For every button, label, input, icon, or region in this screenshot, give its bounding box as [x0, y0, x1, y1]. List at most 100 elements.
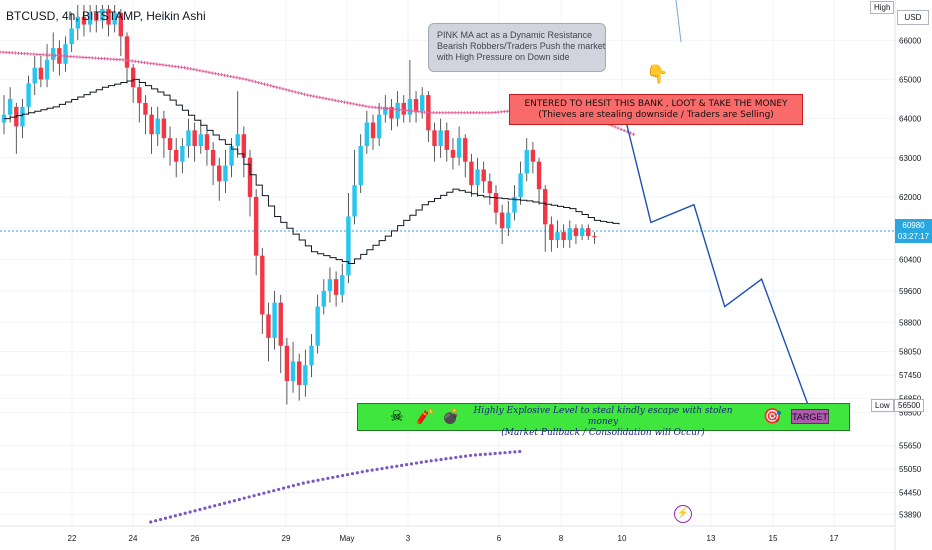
pink-ma-mark [262, 82, 267, 86]
pink-ma-mark [149, 61, 153, 65]
candle-body [100, 8, 105, 21]
skull-crossbones-icon: ☠ [390, 408, 404, 425]
pink-ma-mark [182, 66, 187, 70]
purple-ma-dot [478, 453, 482, 457]
pink-ma-mark [112, 57, 116, 61]
pink-ma-mark [481, 111, 485, 115]
purple-ma-dot [331, 475, 335, 480]
purple-ma-dot [459, 455, 463, 459]
pink-ma-mark [102, 57, 107, 61]
pink-ma-mark [146, 61, 150, 65]
candle-body [499, 212, 505, 229]
pink-ma-mark [23, 51, 27, 56]
purple-ma-dot [262, 491, 266, 495]
purple-ma-dot [518, 449, 522, 454]
lightning-icon[interactable]: ⚡ [674, 505, 692, 523]
pink-ma-mark [118, 58, 122, 62]
pink-ma-mark [475, 111, 479, 115]
candle-body [493, 193, 499, 213]
pink-ma-mark [373, 105, 377, 110]
purple-ma-dot [473, 453, 478, 457]
pink-ma-mark [410, 109, 414, 113]
pink-ma-mark [499, 110, 503, 114]
purple-ma-dot [149, 520, 153, 524]
target-box: ☠ 🧨 💣 Highly Explosive Level to steal ki… [357, 403, 850, 438]
pink-ma-mark [484, 111, 488, 115]
y-tick-label: 53890 [899, 511, 922, 520]
pink-ma-mark [330, 98, 334, 102]
pink-ma-mark [348, 101, 353, 105]
candle-body [358, 146, 363, 186]
pink-ma-mark [281, 87, 285, 91]
pink-ma-mark [385, 106, 390, 111]
pink-ma-mark [502, 109, 506, 114]
candle-body [420, 95, 425, 111]
pink-ma-mark [278, 86, 282, 90]
pink-ma-mark [462, 111, 466, 115]
purple-ma-dot [222, 501, 227, 505]
candle-body [346, 216, 351, 276]
pink-ma-mark [438, 111, 442, 115]
y-tick-label: 64000 [899, 115, 922, 124]
pink-ma-mark [302, 92, 307, 96]
pink-ma-mark [219, 73, 223, 77]
pink-ma-mark [269, 84, 273, 88]
purple-ma-dot [336, 474, 340, 479]
pink-ma-mark [69, 54, 73, 59]
pink-ma-mark [305, 93, 310, 97]
purple-ma-dot [277, 487, 281, 492]
pink-ma-mark [447, 111, 451, 115]
y-tick-label: 66000 [899, 36, 922, 45]
pink-ma-mark [106, 57, 110, 61]
chart-title: BTCUSD, 4h, BITSTAMP, Heikin Ashi [6, 9, 206, 23]
pink-ma-mark [29, 52, 33, 56]
candle-body [401, 102, 406, 115]
candle-body [456, 138, 462, 158]
pink-ma-mark [250, 79, 254, 83]
candle-body [20, 106, 25, 127]
pink-ma-mark [355, 102, 359, 107]
low-tag: Low [871, 399, 894, 412]
candle-body [512, 196, 517, 213]
pink-ma-mark [299, 91, 303, 96]
pink-ma-mark [256, 80, 260, 85]
pink-ma-mark [210, 71, 214, 75]
target-line-1: Highly Explosive Level to steal kindly e… [473, 406, 733, 427]
y-tick-label: 55050 [899, 465, 922, 474]
pink-ma-mark [364, 104, 368, 108]
pink-ma-mark [287, 88, 291, 92]
x-tick-label: 8 [559, 534, 564, 543]
candle-body [247, 157, 253, 197]
y-tick-label: 62000 [899, 193, 922, 202]
pink-ma-mark [471, 111, 476, 115]
last-price-tag: 60980 03:27:17 [895, 219, 932, 243]
purple-ma-dot [341, 473, 345, 478]
purple-ma-dot [439, 457, 443, 462]
purple-ma-dot [173, 514, 177, 518]
purple-ma-dot [434, 458, 438, 462]
candle-body [217, 165, 222, 182]
pink-ma-mark [275, 85, 279, 89]
purple-ma-dot [227, 500, 232, 504]
purple-ma-dot [454, 455, 458, 460]
purple-ma-dot [183, 511, 187, 515]
pink-ma-mark [0, 50, 2, 54]
pink-ma-mark [407, 109, 411, 113]
pink-ma-mark [431, 111, 436, 115]
x-tick-label: 6 [497, 534, 502, 543]
purple-ma-dot [272, 489, 276, 493]
pink-ma-mark [444, 111, 448, 115]
pink-ma-mark [225, 74, 230, 78]
pink-ma-mark [428, 111, 433, 115]
purple-ma-dot [296, 482, 300, 486]
candle-body [167, 138, 173, 150]
candle-body [303, 365, 308, 385]
purple-ma-dot [365, 469, 369, 473]
pink-ma-mark [136, 60, 140, 64]
candle-body [327, 279, 333, 291]
currency-button[interactable]: USD [897, 10, 929, 25]
candle-body [81, 16, 87, 25]
pink-ma-mark [336, 99, 340, 103]
pink-ma-mark [459, 111, 463, 115]
